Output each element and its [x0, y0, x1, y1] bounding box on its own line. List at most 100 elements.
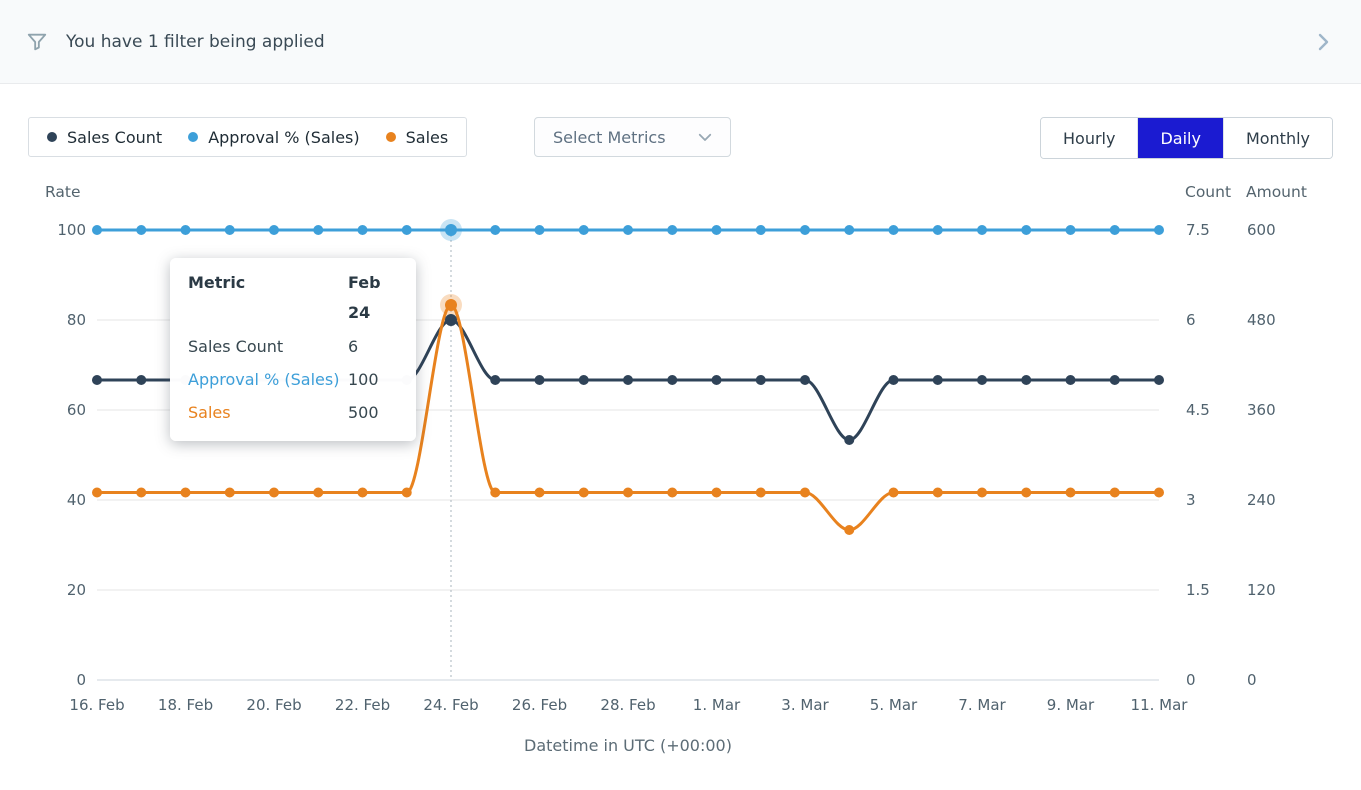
data-point[interactable]	[711, 487, 722, 498]
data-point[interactable]	[401, 225, 412, 235]
data-point[interactable]	[578, 375, 589, 385]
data-point[interactable]	[445, 299, 457, 311]
count-tick-label: 1.5	[1186, 581, 1210, 599]
data-point[interactable]	[180, 225, 191, 235]
data-point[interactable]	[755, 225, 766, 235]
data-point[interactable]	[1154, 375, 1164, 385]
data-point[interactable]	[1065, 375, 1076, 385]
toggle-daily[interactable]: Daily	[1137, 118, 1223, 158]
data-point[interactable]	[1154, 487, 1164, 498]
data-point[interactable]	[800, 225, 810, 235]
data-point[interactable]	[445, 224, 457, 236]
data-point[interactable]	[92, 375, 102, 385]
legend-item-approval[interactable]: Approval % (Sales)	[188, 128, 360, 147]
amount-axis-title: Amount	[1246, 183, 1307, 201]
legend-dot	[47, 132, 57, 142]
data-point[interactable]	[1065, 225, 1076, 235]
legend-item-sales[interactable]: Sales	[385, 128, 448, 147]
data-point[interactable]	[667, 487, 678, 498]
data-point[interactable]	[1109, 375, 1120, 385]
x-axis-title: Datetime in UTC (+00:00)	[524, 736, 732, 755]
data-point[interactable]	[932, 225, 943, 235]
series-line	[95, 303, 1161, 532]
tooltip-row-value: 100	[348, 370, 379, 389]
data-point[interactable]	[578, 225, 589, 235]
data-point[interactable]	[401, 487, 412, 498]
data-point[interactable]	[977, 487, 987, 498]
x-tick-label: 24. Feb	[423, 696, 478, 714]
tooltip-row-label: Approval % (Sales)	[188, 370, 340, 389]
data-point[interactable]	[534, 225, 545, 235]
data-point[interactable]	[755, 487, 766, 498]
data-point[interactable]	[755, 375, 766, 385]
legend-dot	[188, 132, 199, 142]
data-point[interactable]	[578, 487, 589, 498]
data-point[interactable]	[977, 225, 987, 235]
data-point[interactable]	[888, 225, 899, 235]
toggle-monthly[interactable]: Monthly	[1222, 118, 1332, 158]
data-point[interactable]	[224, 487, 235, 498]
data-point[interactable]	[313, 487, 324, 498]
data-point[interactable]	[180, 487, 191, 498]
chart-plot-area[interactable]: 0 20 40 60 80 100 0 1.5 3 4.5 6 7.5 0 120 240 360 480 600…	[0, 180, 1361, 760]
data-point[interactable]	[800, 487, 810, 498]
data-point[interactable]	[888, 487, 899, 498]
data-point[interactable]	[667, 375, 678, 385]
toggle-hourly[interactable]: Hourly	[1041, 118, 1138, 158]
data-point[interactable]	[844, 435, 855, 445]
count-tick-label: 3	[1186, 491, 1196, 509]
data-point[interactable]	[888, 375, 899, 385]
data-point[interactable]	[357, 225, 368, 235]
data-point[interactable]	[667, 225, 678, 235]
data-point[interactable]	[445, 314, 457, 326]
data-point[interactable]	[269, 225, 279, 235]
filter-bar[interactable]: You have 1 filter being applied	[0, 0, 1361, 84]
data-point[interactable]	[357, 487, 368, 498]
x-tick-label: 18. Feb	[158, 696, 213, 714]
data-point[interactable]	[1021, 375, 1032, 385]
data-point[interactable]	[623, 375, 633, 385]
x-tick-label: 5. Mar	[870, 696, 918, 714]
data-point[interactable]	[490, 487, 501, 498]
data-point[interactable]	[490, 375, 501, 385]
amount-tick-label: 0	[1247, 671, 1257, 689]
x-tick-label: 11. Mar	[1131, 696, 1189, 714]
amount-tick-label: 360	[1247, 401, 1276, 419]
data-point[interactable]	[136, 487, 147, 498]
data-point[interactable]	[136, 375, 147, 385]
data-point[interactable]	[224, 225, 235, 235]
data-point[interactable]	[92, 225, 102, 235]
data-point[interactable]	[313, 225, 324, 235]
data-point[interactable]	[269, 487, 279, 498]
data-point[interactable]	[1109, 487, 1120, 498]
data-point[interactable]	[711, 375, 722, 385]
data-point[interactable]	[844, 525, 855, 535]
data-point[interactable]	[1021, 225, 1032, 235]
rate-tick-label: 40	[67, 491, 86, 509]
data-point[interactable]	[977, 375, 987, 385]
data-point[interactable]	[490, 225, 501, 235]
data-point[interactable]	[92, 487, 102, 498]
x-tick-label: 7. Mar	[958, 696, 1006, 714]
data-point[interactable]	[534, 375, 545, 385]
data-point[interactable]	[932, 487, 943, 498]
data-point[interactable]	[1021, 487, 1032, 498]
data-point[interactable]	[623, 225, 633, 235]
legend-item-sales-count[interactable]: Sales Count	[47, 128, 162, 147]
data-point[interactable]	[932, 375, 943, 385]
data-point[interactable]	[136, 225, 147, 235]
chart[interactable]: Rate Count Amount 0 20 40 60 80 100 0 1.5 3 4.5 6 7…	[0, 180, 1361, 780]
rate-tick-label: 0	[76, 671, 86, 689]
data-point[interactable]	[1154, 225, 1164, 235]
rate-tick-label: 20	[67, 581, 86, 599]
data-point[interactable]	[711, 225, 722, 235]
data-point[interactable]	[1109, 225, 1120, 235]
data-point[interactable]	[800, 375, 810, 385]
data-point[interactable]	[1065, 487, 1076, 498]
data-point[interactable]	[623, 487, 633, 498]
count-tick-label: 0	[1186, 671, 1196, 689]
chevron-right-icon[interactable]	[1311, 30, 1335, 54]
data-point[interactable]	[534, 487, 545, 498]
data-point[interactable]	[844, 225, 855, 235]
select-metrics-dropdown[interactable]: Select Metrics	[534, 117, 731, 157]
